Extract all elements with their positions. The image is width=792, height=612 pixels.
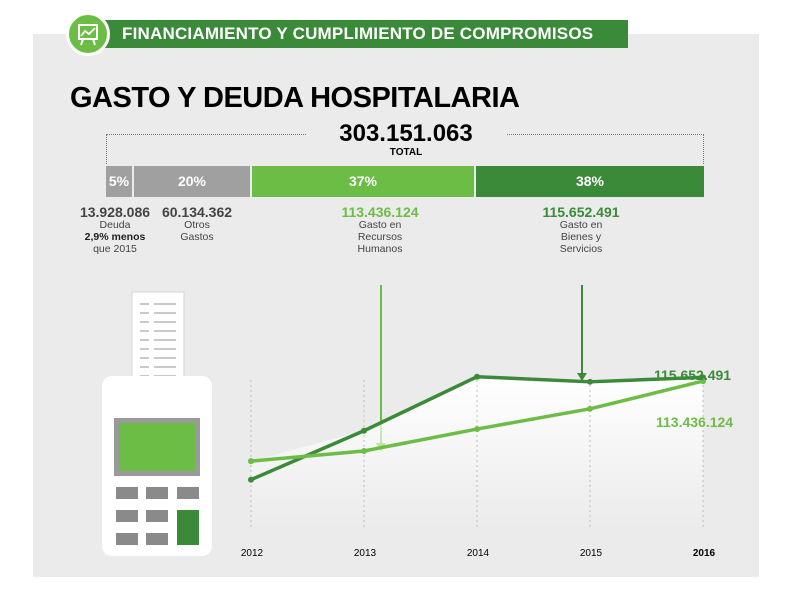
hr-value: 113.436.124 [341,204,419,220]
series-1-point-2015 [587,378,593,385]
series-2-point-2015 [587,405,593,412]
series-1-point-2012 [248,476,254,483]
presentation-chart-icon [66,12,110,56]
debt-desc-2: 2,9% menos [84,231,146,243]
goods-desc-1: Gasto en [559,219,603,231]
series-2-point-2014 [474,426,480,433]
other-value: 60.134.362 [161,204,233,220]
page-title: GASTO Y DEUDA HOSPITALARIA [70,82,520,114]
hr-desc-1: Gasto en [358,219,402,231]
series-1-point-2013 [361,427,367,434]
goods-desc-3: Servicios [559,243,603,255]
segment-hr: 37% [252,166,474,197]
series-1-end-label: 115.652.491 [654,367,732,383]
other-desc-2: Gastos [180,231,214,243]
segment-goods: 38% [476,166,704,197]
segment-other: 20% [134,166,250,197]
series-2-point-2012 [248,458,254,465]
other-desc-1: Otros [184,219,210,231]
debt-desc-3: que 2015 [93,243,137,255]
x-tick-2014: 2014 [466,548,490,559]
series-2-point-2016 [700,378,706,385]
hr-pointer-line [380,285,382,445]
hr-desc-3: Humanos [357,243,403,255]
series-1-point-2014 [474,373,480,380]
goods-desc-2: Bienes y [560,231,602,243]
x-tick-2016: 2016 [692,548,716,559]
debt-desc-1: Deuda [99,219,131,231]
x-tick-2013: 2013 [353,548,377,559]
segment-debt: 5% [106,166,132,197]
series-2-point-2013 [361,448,367,454]
hr-desc-2: Recursos [357,231,403,243]
x-tick-2012: 2012 [240,548,264,559]
series-2-end-label: 113.436.124 [656,414,734,430]
cash-register-icon [102,291,212,556]
total-value: 303.151.063 [306,120,506,148]
x-tick-2015: 2015 [579,548,603,559]
goods-pointer-line [581,285,583,375]
total-label: TOTAL [389,147,423,158]
goods-pointer-arrowhead [577,373,587,381]
goods-value: 115.652.491 [542,204,620,220]
debt-value: 13.928.086 [79,204,151,220]
section-header: FINANCIAMIENTO Y CUMPLIMIENTO DE COMPROM… [92,20,628,48]
